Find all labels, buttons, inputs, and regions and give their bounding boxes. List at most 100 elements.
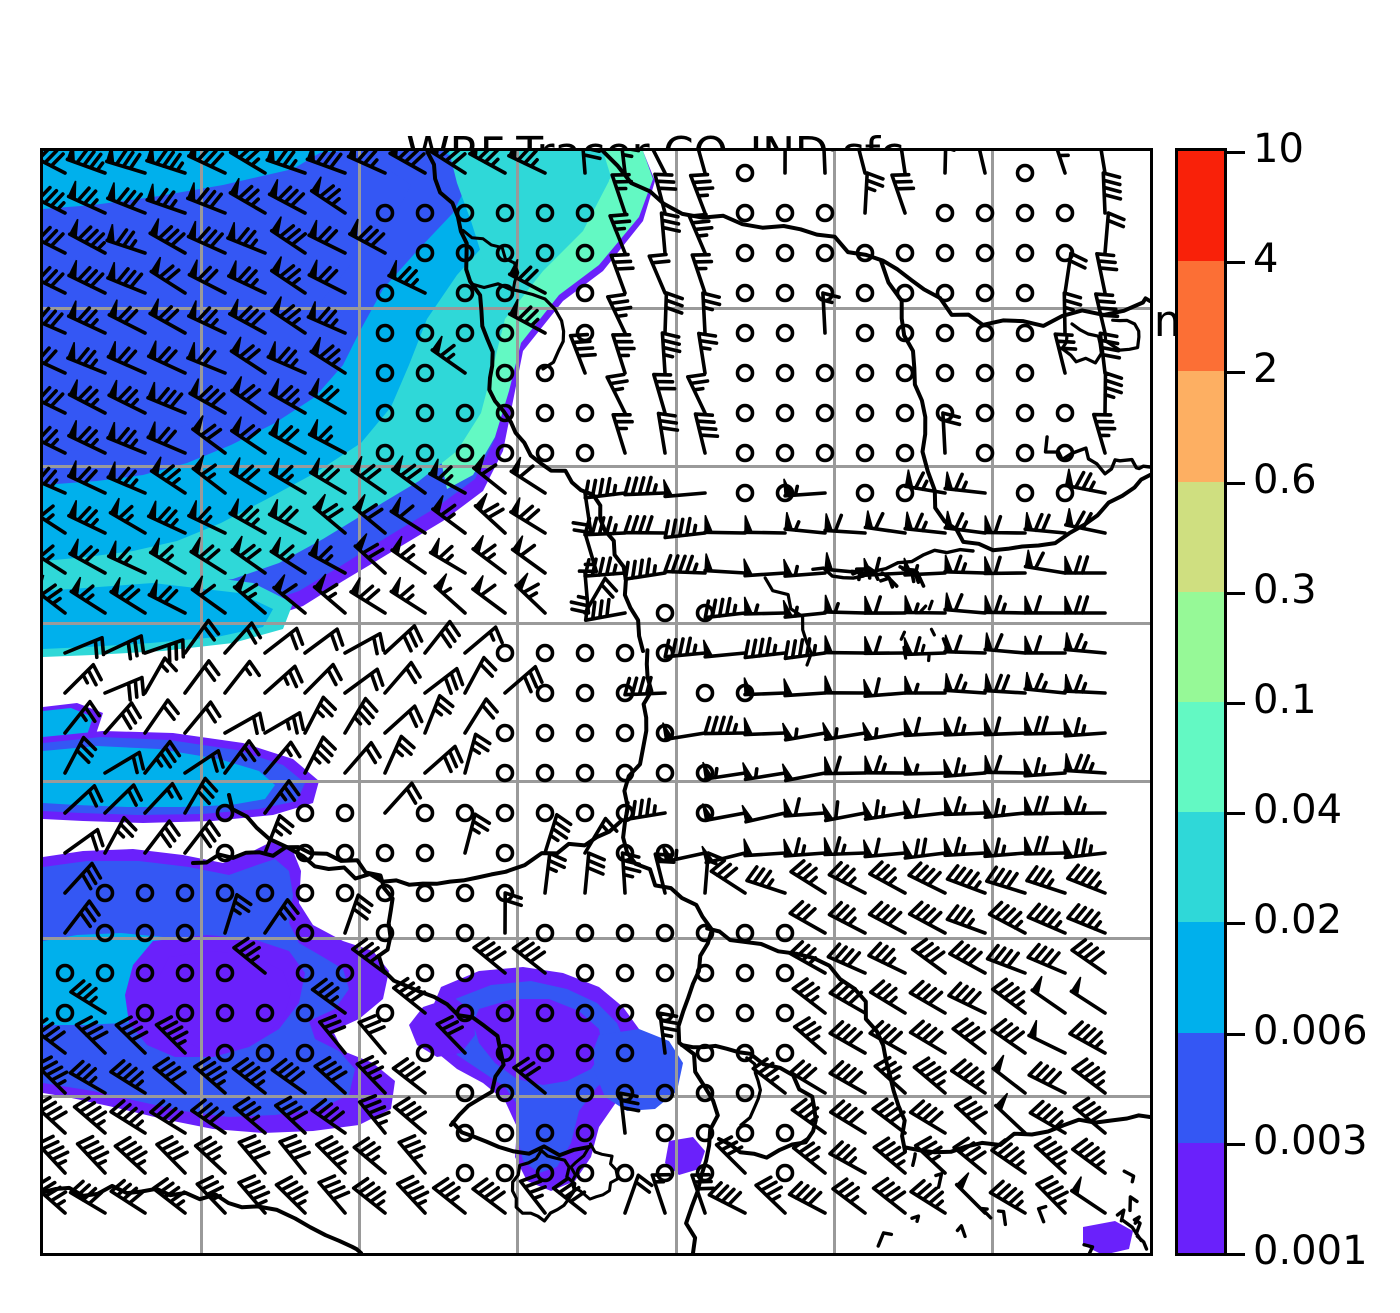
wind-barb-pennant bbox=[1064, 595, 1074, 614]
wind-barb bbox=[307, 265, 347, 295]
coastline bbox=[191, 845, 395, 959]
wind-barb bbox=[823, 567, 867, 575]
wind-barb-calm bbox=[495, 803, 515, 823]
wind-barb bbox=[943, 472, 987, 495]
wind-barb bbox=[783, 637, 827, 661]
wind-barb-calm bbox=[535, 443, 555, 463]
wind-barb-calm bbox=[495, 323, 515, 343]
wind-barb-calm bbox=[535, 683, 555, 703]
wind-barb-calm bbox=[415, 243, 435, 263]
wind-barb-calm bbox=[775, 203, 795, 223]
wind-barb bbox=[232, 1096, 267, 1135]
wind-barb bbox=[783, 771, 827, 783]
wind-barb bbox=[983, 716, 1027, 737]
wind-barb bbox=[113, 1135, 148, 1175]
wind-barb bbox=[583, 816, 619, 855]
wind-barb bbox=[230, 384, 267, 415]
wind-barb bbox=[186, 226, 227, 255]
wind-barb bbox=[990, 1138, 1027, 1175]
wind-barb bbox=[863, 755, 907, 775]
wind-barb bbox=[688, 172, 715, 215]
wind-barb bbox=[1026, 942, 1067, 975]
wind-barb bbox=[106, 267, 147, 295]
wind-barb-calm bbox=[295, 923, 315, 943]
wind-barb-calm bbox=[95, 883, 115, 903]
wind-barb-calm bbox=[775, 1003, 795, 1023]
wind-barb-pennant bbox=[943, 838, 954, 857]
wind-barb-calm bbox=[815, 243, 835, 263]
wind-barb bbox=[67, 466, 107, 495]
wind-barb bbox=[664, 848, 707, 864]
wind-barb bbox=[653, 172, 678, 215]
wind-barb bbox=[223, 711, 266, 735]
wind-barb bbox=[237, 1174, 271, 1215]
coastline bbox=[510, 1148, 577, 1223]
wind-barb-pennant bbox=[1024, 635, 1034, 654]
wind-barb-calm bbox=[815, 203, 835, 223]
wind-barb bbox=[663, 491, 707, 499]
wind-barb bbox=[707, 1181, 747, 1215]
wind-barb bbox=[947, 981, 987, 1015]
wind-barb-calm bbox=[615, 1043, 635, 1063]
wind-barb bbox=[1064, 510, 1107, 535]
wind-barb bbox=[63, 636, 106, 660]
wind-barb bbox=[303, 735, 337, 775]
wind-barb bbox=[463, 732, 492, 775]
wind-barb-calm bbox=[575, 963, 595, 983]
colorbar bbox=[1175, 148, 1227, 1256]
wind-barb bbox=[106, 187, 147, 215]
wind-barb bbox=[191, 463, 227, 495]
wind-barb-calm bbox=[535, 1003, 555, 1023]
wind-barb-calm bbox=[535, 203, 555, 223]
wind-barb-calm bbox=[935, 283, 955, 303]
wind-barb bbox=[109, 584, 147, 615]
wind-barb-calm bbox=[895, 443, 915, 463]
wind-barb-calm bbox=[775, 1163, 795, 1183]
wind-barb bbox=[1066, 863, 1107, 895]
wind-barb bbox=[869, 979, 907, 1015]
wind-barb-calm bbox=[375, 403, 395, 423]
wind-barb bbox=[863, 171, 885, 215]
wind-barb-calm bbox=[615, 1003, 635, 1023]
wind-barb-calm bbox=[735, 923, 755, 943]
wind-barb-pennant bbox=[704, 553, 714, 572]
colorbar-tick-mark bbox=[1227, 1032, 1245, 1036]
wind-barb bbox=[69, 979, 107, 1015]
wind-barb-calm bbox=[695, 1083, 715, 1103]
wind-barb-calm bbox=[855, 443, 875, 463]
wind-barb bbox=[943, 836, 987, 858]
wind-barb bbox=[903, 471, 947, 495]
wind-barb bbox=[1068, 1020, 1107, 1055]
colorbar-tick-label: 0.006 bbox=[1253, 1007, 1368, 1054]
wind-barb bbox=[1063, 633, 1107, 655]
wind-barb-pennant bbox=[704, 514, 714, 534]
colorbar-band-0.003-0.006 bbox=[1178, 1032, 1224, 1143]
wind-barb-calm bbox=[775, 443, 795, 463]
wind-barb-calm bbox=[495, 1163, 515, 1183]
wind-barb bbox=[310, 977, 347, 1015]
wind-barb bbox=[392, 976, 427, 1015]
wind-barb bbox=[431, 1176, 467, 1215]
wind-barb-calm bbox=[575, 443, 595, 463]
wind-barb bbox=[63, 861, 103, 895]
colorbar-tick-label: 2 bbox=[1253, 346, 1279, 393]
wind-barb-calm bbox=[135, 963, 155, 983]
wind-barb bbox=[647, 252, 671, 295]
wind-barb bbox=[827, 900, 867, 935]
colorbar-tick-label: 0.02 bbox=[1253, 897, 1343, 944]
wind-barb bbox=[873, 1055, 907, 1095]
wind-barb bbox=[783, 564, 827, 578]
wind-barb bbox=[305, 151, 347, 175]
wind-barb bbox=[1069, 989, 1107, 1015]
wind-barb-calm bbox=[455, 243, 475, 263]
wind-barb-calm bbox=[655, 963, 675, 983]
wind-barb-pennant bbox=[1064, 796, 1074, 815]
wind-barb-calm bbox=[655, 1123, 675, 1143]
wind-barb-pennant bbox=[944, 510, 954, 530]
wind-barb-pennant bbox=[783, 798, 794, 817]
wind-barb-calm bbox=[615, 923, 635, 943]
wind-barb bbox=[943, 512, 987, 535]
wind-barb bbox=[943, 673, 987, 695]
coastline bbox=[910, 1214, 921, 1223]
wind-barb bbox=[863, 799, 907, 821]
